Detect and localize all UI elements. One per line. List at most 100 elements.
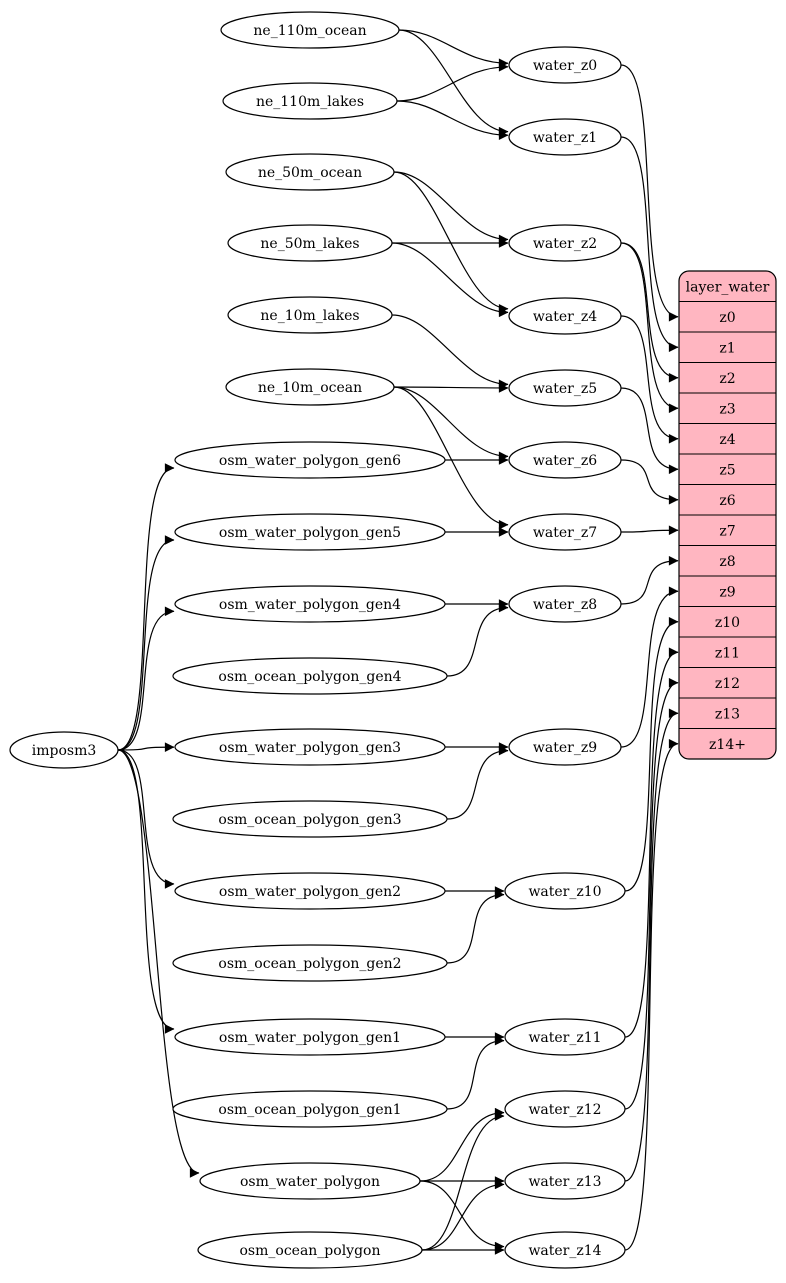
water_z8-label: water_z8	[533, 597, 597, 613]
ne_50m_lakes-label: ne_50m_lakes	[260, 236, 359, 252]
edge-water_z14-to-layer_water-z14+	[624, 739, 679, 1251]
osm_ocean_polygon_gen2-label: osm_ocean_polygon_gen2	[218, 956, 401, 972]
layer_water-row-z12: z12	[715, 676, 740, 692]
node-water_z10: water_z10	[504, 872, 626, 910]
node-osm_ocean_polygon_gen2: osm_ocean_polygon_gen2	[172, 944, 448, 982]
water_z4-shape	[508, 297, 622, 335]
layer_water-row-z11: z11	[715, 645, 740, 661]
edge-imposm3-to-osm_water_polygon_gen2	[117, 749, 175, 889]
imposm3-label: imposm3	[32, 743, 97, 759]
edge-imposm3-to-osm_water_polygon_gen1	[117, 749, 175, 1034]
node-osm_water_polygon_gen4: osm_water_polygon_gen4	[174, 585, 446, 623]
layer_water-row-z8: z8	[719, 554, 735, 570]
edge-osm_ocean_polygon_gen4-to-water_z8	[446, 602, 509, 677]
edge-water_z2-to-layer_water-z2	[620, 242, 679, 383]
osm_ocean_polygon_gen4-shape	[172, 657, 448, 695]
osm_water_polygon_gen1-shape	[174, 1018, 446, 1056]
edge-imposm3-to-osm_water_polygon_gen4	[117, 606, 175, 751]
water_z1-label: water_z1	[533, 130, 597, 146]
edge-ne_10m_ocean-to-water_z7	[393, 386, 509, 530]
osm_ocean_polygon_gen2-shape	[172, 944, 448, 982]
ne_50m_ocean-shape	[225, 153, 395, 191]
layer_water-row-z10: z10	[715, 615, 740, 631]
node-water_z0: water_z0	[508, 46, 622, 84]
edge-imposm3-to-osm_water_polygon_gen5	[117, 535, 175, 751]
water_z2-label: water_z2	[533, 236, 597, 252]
ne_10m_lakes-shape	[227, 296, 393, 334]
osm_water_polygon_gen1-label: osm_water_polygon_gen1	[219, 1030, 401, 1046]
edge-osm_ocean_polygon_gen1-to-water_z11	[446, 1035, 505, 1110]
osm_water_polygon_gen4-label: osm_water_polygon_gen4	[219, 597, 401, 613]
edge-imposm3-to-osm_water_polygon_gen3	[117, 742, 175, 752]
edge-ne_10m_ocean-to-water_z6	[393, 386, 509, 462]
node-osm_water_polygon_gen3: osm_water_polygon_gen3	[174, 728, 446, 766]
edge-imposm3-to-osm_water_polygon_gen6	[117, 463, 175, 751]
ne_110m_lakes-shape	[222, 82, 398, 120]
layer_water-row-z0: z0	[719, 310, 735, 326]
water_z13-shape	[504, 1162, 626, 1200]
water_z7-label: water_z7	[533, 525, 597, 541]
node-ne_10m_ocean: ne_10m_ocean	[225, 368, 395, 406]
water_z0-shape	[508, 46, 622, 84]
edge-ne_110m_ocean-to-water_z1	[398, 29, 509, 137]
osm_water_polygon_gen2-label: osm_water_polygon_gen2	[219, 884, 401, 900]
edge-water_z1-to-layer_water-z1	[620, 136, 679, 353]
edge-osm_water_polygon-to-water_z14	[419, 1180, 505, 1252]
node-water_z8: water_z8	[508, 585, 622, 623]
osm_water_polygon-shape	[199, 1162, 421, 1200]
water_z7-shape	[508, 513, 622, 551]
ne_110m_ocean-label: ne_110m_ocean	[253, 23, 366, 39]
ne_110m_lakes-label: ne_110m_lakes	[256, 94, 364, 110]
edge-water_z10-to-layer_water-z10	[624, 617, 679, 892]
osm_water_polygon_gen2-shape	[174, 872, 446, 910]
node-water_z13: water_z13	[504, 1162, 626, 1200]
osm_ocean_polygon_gen3-label: osm_ocean_polygon_gen3	[218, 812, 401, 828]
node-osm_water_polygon: osm_water_polygon	[199, 1162, 421, 1200]
osm_ocean_polygon_gen3-shape	[172, 800, 448, 838]
edge-water_z2-to-layer_water-z3	[620, 242, 679, 414]
water_z10-label: water_z10	[528, 884, 601, 900]
node-osm_water_polygon_gen1: osm_water_polygon_gen1	[174, 1018, 446, 1056]
edge-water_z7-to-layer_water-z7	[620, 525, 679, 536]
ne_110m_ocean-shape	[220, 11, 400, 49]
node-water_z4: water_z4	[508, 297, 622, 335]
edge-ne_50m_lakes-to-water_z4	[391, 242, 509, 318]
layer_water-title: layer_water	[686, 279, 770, 295]
layer_water-row-z1: z1	[719, 340, 735, 356]
water_z2-shape	[508, 224, 622, 262]
ne_50m_ocean-label: ne_50m_ocean	[258, 165, 362, 181]
edge-water_z13-to-layer_water-z13	[624, 708, 679, 1182]
water_z9-shape	[508, 728, 622, 766]
osm_water_polygon_gen5-label: osm_water_polygon_gen5	[219, 525, 401, 541]
node-imposm3: imposm3	[9, 731, 119, 769]
node-ne_110m_ocean: ne_110m_ocean	[220, 11, 400, 49]
water_z12-label: water_z12	[528, 1102, 601, 1118]
layer_water-row-z2: z2	[719, 371, 735, 387]
edge-water_z11-to-layer_water-z11	[624, 647, 679, 1038]
imposm3-shape	[9, 731, 119, 769]
node-water_z11: water_z11	[504, 1018, 626, 1056]
layer_water-row-z3: z3	[719, 401, 735, 417]
osm_water_polygon_gen6-label: osm_water_polygon_gen6	[219, 453, 401, 469]
osm_water_polygon_gen3-shape	[174, 728, 446, 766]
layer_water-row-z14+: z14+	[709, 737, 746, 753]
ne_10m_ocean-shape	[225, 368, 395, 406]
water_z11-label: water_z11	[528, 1030, 601, 1046]
edge-osm_water_polygon-to-water_z12	[419, 1107, 505, 1182]
water_z11-shape	[504, 1018, 626, 1056]
node-osm_ocean_polygon_gen4: osm_ocean_polygon_gen4	[172, 657, 448, 695]
osm_water_polygon-label: osm_water_polygon	[240, 1174, 380, 1190]
ne_10m_ocean-label: ne_10m_ocean	[258, 380, 362, 396]
edge-water_z9-to-layer_water-z9	[620, 586, 679, 748]
edge-ne_110m_ocean-to-water_z0	[398, 29, 509, 69]
water_z0-label: water_z0	[533, 58, 597, 74]
edge-water_z6-to-layer_water-z6	[620, 459, 679, 505]
water_z14-label: water_z14	[528, 1243, 601, 1259]
osm_ocean_polygon-label: osm_ocean_polygon	[240, 1243, 381, 1259]
osm_water_polygon_gen5-shape	[174, 513, 446, 551]
node-osm_water_polygon_gen6: osm_water_polygon_gen6	[174, 441, 446, 479]
node-osm_ocean_polygon_gen1: osm_ocean_polygon_gen1	[172, 1090, 448, 1128]
node-osm_ocean_polygon_gen3: osm_ocean_polygon_gen3	[172, 800, 448, 838]
edge-ne_110m_lakes-to-water_z1	[396, 100, 509, 140]
node-water_z12: water_z12	[504, 1090, 626, 1128]
